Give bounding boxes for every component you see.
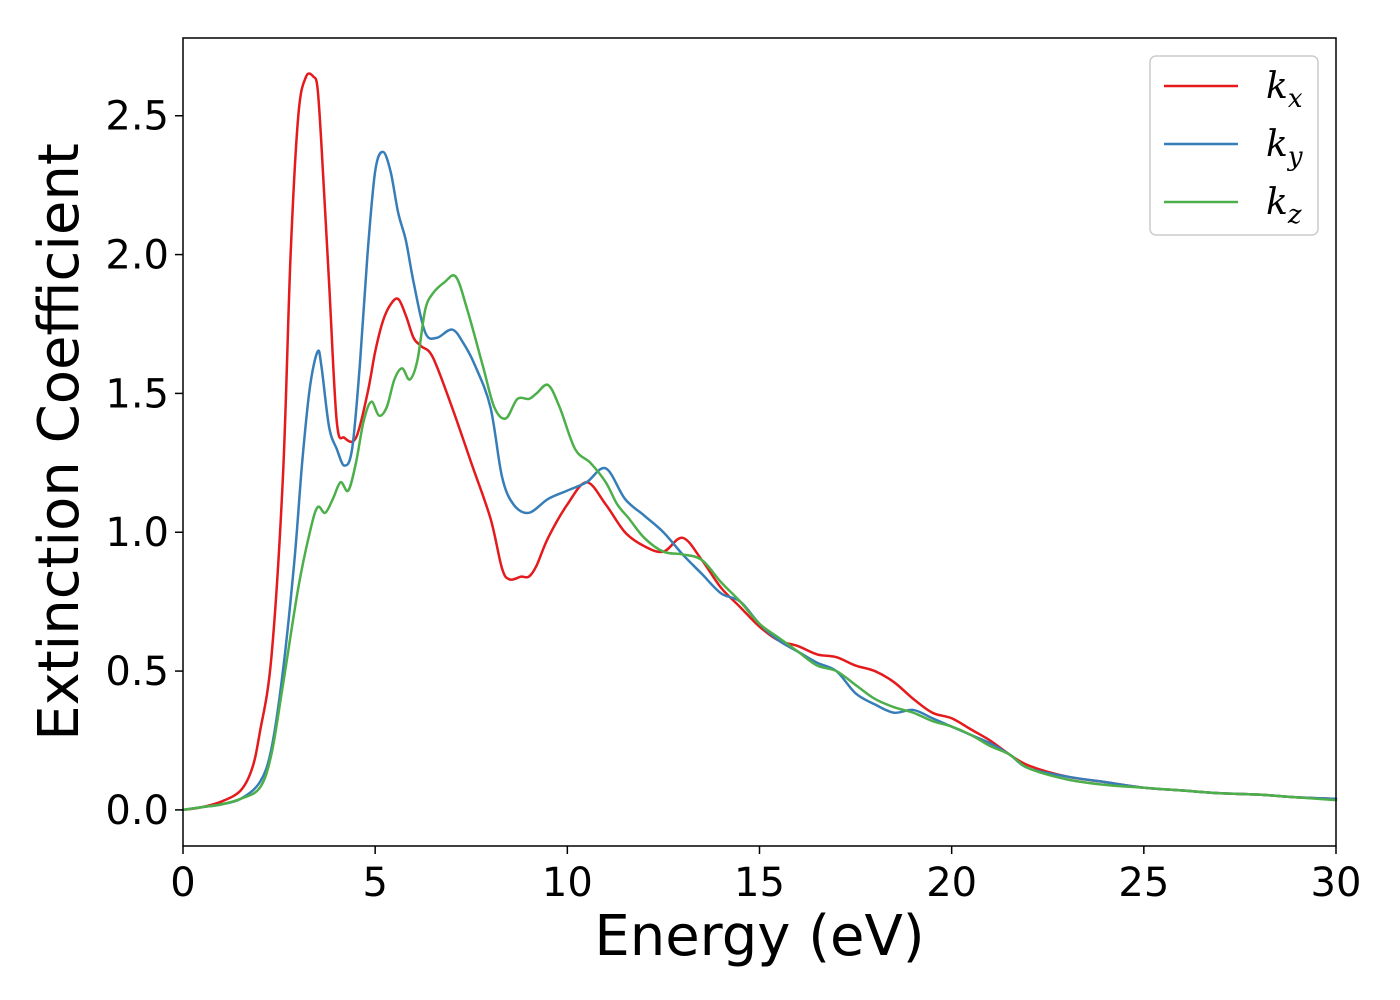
y-tick-label: 1.0 xyxy=(105,510,169,556)
y-tick-label: 2.5 xyxy=(105,94,169,140)
series-lines xyxy=(181,72,1338,812)
y-tick-label: 0.5 xyxy=(105,649,169,695)
legend-label-y: ky xyxy=(1266,124,1303,172)
x-tick-label: 20 xyxy=(926,860,977,906)
x-axis-ticks: 0 5 10 15 20 25 30 xyxy=(170,846,1361,906)
series-line-x xyxy=(181,72,1338,812)
y-tick-label: 1.5 xyxy=(105,371,169,417)
y-tick-label: 0.0 xyxy=(105,788,169,834)
series-line-z xyxy=(181,274,1338,812)
y-tick-label: 2.0 xyxy=(105,233,169,279)
x-tick-label: 15 xyxy=(734,860,785,906)
y-axis-ticks: 0.0 0.5 1.0 1.5 2.0 2.5 xyxy=(105,94,183,834)
x-tick-label: 0 xyxy=(170,860,195,906)
x-axis-label: Energy (eV) xyxy=(594,904,924,969)
legend-label-z: kz xyxy=(1266,182,1302,230)
x-tick-label: 25 xyxy=(1118,860,1169,906)
x-tick-label: 30 xyxy=(1311,860,1362,906)
legend-label-x: kx xyxy=(1266,66,1303,114)
y-axis-label: Extinction Coefficient xyxy=(27,143,92,741)
legend-box xyxy=(1149,55,1319,236)
x-tick-label: 10 xyxy=(542,860,593,906)
legend: kx ky kz xyxy=(1149,55,1319,236)
x-tick-label: 5 xyxy=(362,860,387,906)
